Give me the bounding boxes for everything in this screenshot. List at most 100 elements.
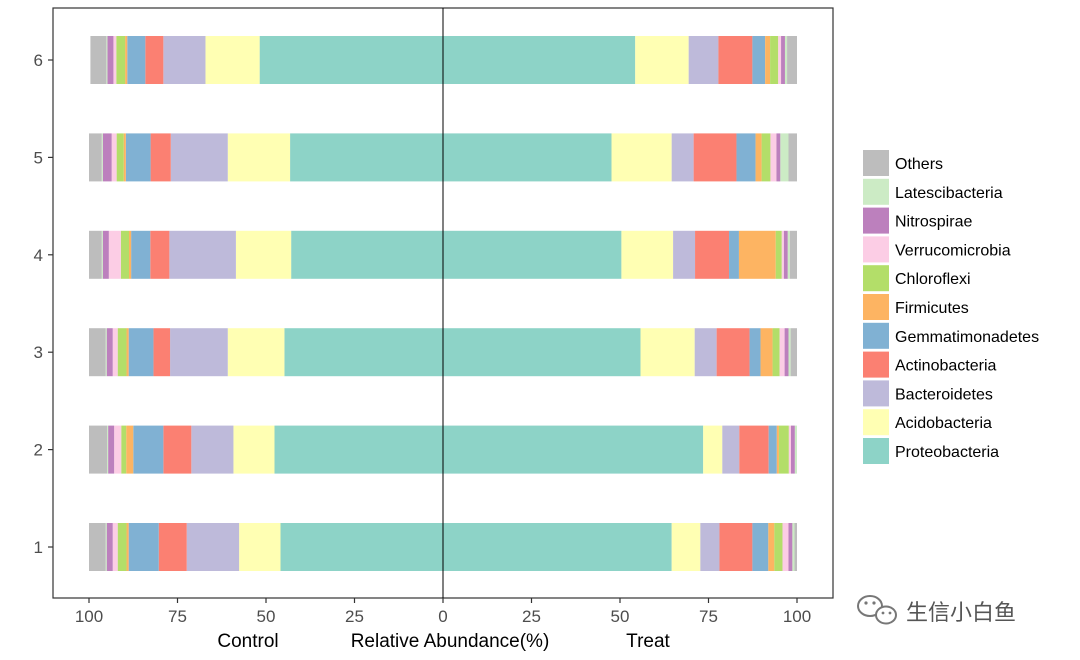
bar-control-4-others xyxy=(89,230,102,279)
right-group-label: Treat xyxy=(626,631,670,652)
bar-treat-1-acidobacteria xyxy=(671,523,701,571)
bar-treat-1-latescibacteria xyxy=(792,523,795,571)
bar-treat-6-acidobacteria xyxy=(635,36,689,84)
y-tick-label: 6 xyxy=(34,51,43,70)
bar-control-3-actinobacteria xyxy=(153,328,171,377)
bar-control-5-nitrospirae xyxy=(102,133,112,182)
bar-control-1-acidobacteria xyxy=(239,523,281,571)
bar-control-5-acidobacteria xyxy=(227,133,291,182)
bar-treat-4-gemmatimonadetes xyxy=(729,230,739,279)
bar-control-3-bacteroidetes xyxy=(170,328,228,377)
bar-control-1-gemmatimonadetes xyxy=(128,523,159,571)
bar-treat-4-acidobacteria xyxy=(621,230,674,279)
bar-treat-2-actinobacteria xyxy=(739,425,769,474)
bar-treat-3-acidobacteria xyxy=(640,328,695,377)
bar-treat-6-gemmatimonadetes xyxy=(752,36,766,84)
bar-treat-2-nitrospirae xyxy=(790,425,795,474)
bar-treat-5-proteobacteria xyxy=(443,133,612,182)
bar-treat-5-acidobacteria xyxy=(611,133,672,182)
bar-treat-2-proteobacteria xyxy=(443,425,704,474)
watermark-text: 生信小白鱼 xyxy=(906,601,1016,626)
bar-control-5-verrucomicrobia xyxy=(111,133,117,182)
bar-control-3-acidobacteria xyxy=(227,328,285,377)
y-tick-label: 1 xyxy=(34,538,43,557)
bar-control-2-acidobacteria xyxy=(233,425,275,474)
bar-control-2-actinobacteria xyxy=(163,425,192,474)
y-tick-label: 2 xyxy=(34,441,43,460)
bar-treat-1-bacteroidetes xyxy=(700,523,720,571)
bar-treat-4-latescibacteria xyxy=(787,230,790,279)
bar-treat-4-verrucomicrobia xyxy=(781,230,784,279)
bar-treat-1-firmicutes xyxy=(768,523,775,571)
bar-treat-4-proteobacteria xyxy=(443,230,622,279)
bar-control-5-proteobacteria xyxy=(290,133,443,182)
bar-control-4-chloroflexi xyxy=(120,230,130,279)
bar-treat-5-gemmatimonadetes xyxy=(736,133,756,182)
bar-control-1-nitrospirae xyxy=(106,523,113,571)
bar-treat-5-actinobacteria xyxy=(693,133,737,182)
bar-treat-2-gemmatimonadetes xyxy=(768,425,777,474)
x-axis-title: Relative Abundance(%) xyxy=(351,631,550,652)
bar-control-6-bacteroidetes xyxy=(163,36,206,84)
legend-swatch-latescibacteria xyxy=(863,178,889,205)
bar-control-4-actinobacteria xyxy=(150,230,170,279)
bar-control-3-others xyxy=(89,328,106,377)
legend-swatch-proteobacteria xyxy=(863,438,889,464)
bar-treat-4-others xyxy=(789,230,797,279)
bar-treat-4-nitrospirae xyxy=(783,230,788,279)
x-tick-label: 25 xyxy=(522,607,541,626)
bar-control-5-bacteroidetes xyxy=(170,133,228,182)
bar-treat-6-verrucomicrobia xyxy=(778,36,782,84)
bar-treat-3-latescibacteria xyxy=(788,328,791,377)
bar-control-1-proteobacteria xyxy=(280,523,443,571)
legend-swatch-bacteroidetes xyxy=(863,380,889,407)
x-tick-label: 50 xyxy=(611,607,630,626)
legend-label-acidobacteria: Acidobacteria xyxy=(895,415,992,432)
bar-treat-5-chloroflexi xyxy=(761,133,771,182)
bar-control-2-gemmatimonadetes xyxy=(133,425,164,474)
bar-control-1-others xyxy=(89,523,106,571)
bar-control-6-actinobacteria xyxy=(145,36,164,84)
legend-swatch-verrucomicrobia xyxy=(863,236,889,263)
left-group-label: Control xyxy=(217,631,278,652)
bar-treat-6-nitrospirae xyxy=(781,36,785,84)
legend-label-others: Others xyxy=(895,156,943,173)
bar-control-5-gemmatimonadetes xyxy=(125,133,151,182)
legend-label-proteobacteria: Proteobacteria xyxy=(895,444,999,461)
bar-treat-2-acidobacteria xyxy=(703,425,723,474)
x-tick-label: 25 xyxy=(345,607,364,626)
bar-control-1-actinobacteria xyxy=(158,523,187,571)
bar-treat-3-others xyxy=(790,328,797,377)
bar-control-1-verrucomicrobia xyxy=(112,523,118,571)
y-tick-label: 5 xyxy=(34,148,43,167)
bar-control-3-gemmatimonadetes xyxy=(128,328,154,377)
bar-control-6-gemmatimonadetes xyxy=(127,36,146,84)
bar-treat-2-verrucomicrobia xyxy=(788,425,791,474)
x-tick-label: 75 xyxy=(168,607,187,626)
bar-control-1-firmicutes xyxy=(126,523,129,571)
x-axis: 100 75 50 25 0 25 50 75 100 xyxy=(75,598,811,626)
bar-treat-6-latescibacteria xyxy=(784,36,788,84)
legend-swatch-firmicutes xyxy=(863,294,889,320)
bar-treat-3-actinobacteria xyxy=(716,328,750,377)
bar-treat-5-verrucomicrobia xyxy=(770,133,777,182)
bar-treat-3-gemmatimonadetes xyxy=(749,328,761,377)
bar-treat-2-latescibacteria xyxy=(794,425,797,474)
bar-treat-1-proteobacteria xyxy=(443,523,672,571)
bar-control-2-latescibacteria xyxy=(107,425,109,474)
bar-treat-4-bacteroidetes xyxy=(673,230,696,279)
bar-treat-3-bacteroidetes xyxy=(694,328,717,377)
bar-treat-3-chloroflexi xyxy=(772,328,780,377)
bar-control-5-firmicutes xyxy=(123,133,126,182)
y-tick-label: 3 xyxy=(34,343,43,362)
bar-control-3-verrucomicrobia xyxy=(112,328,118,377)
legend-label-bacteroidetes: Bacteroidetes xyxy=(895,386,993,403)
bar-treat-3-firmicutes xyxy=(760,328,773,377)
bar-control-6-others xyxy=(90,36,107,84)
bar-control-3-firmicutes xyxy=(126,328,129,377)
bar-control-6-chloroflexi xyxy=(116,36,126,84)
bar-control-4-latescibacteria xyxy=(101,230,103,279)
legend-swatch-chloroflexi xyxy=(863,265,889,292)
bar-control-3-latescibacteria xyxy=(105,328,107,377)
watermark: 生信小白鱼 xyxy=(857,595,1016,626)
